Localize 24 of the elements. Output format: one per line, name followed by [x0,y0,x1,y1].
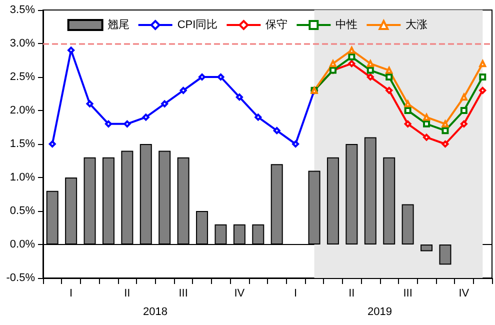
x-tick-label: I [294,288,298,300]
x-tick-label: IV [458,288,470,300]
text: 2019 [368,306,392,318]
text: 2018 [143,306,168,318]
legend-label: CPI同比 [177,18,218,31]
y-tick-label: 3.5% [10,4,36,16]
y-tick-label: 2.5% [10,71,36,83]
x-tick-label: III [178,288,188,300]
x-tick-label: II [124,288,130,300]
x-tick-label: III [403,288,412,300]
y-tick-label: 0.0% [10,238,36,250]
x-tick-label: II [348,288,355,300]
y-tick-label: 1.0% [10,172,36,184]
y-tick-label: 1.5% [10,138,36,150]
y-tick-label: 0.5% [10,205,36,217]
legend-label: 翘尾 [107,18,130,31]
y-tick-label: 2.0% [10,104,36,116]
legend-label: 中性 [336,18,358,31]
legend-label: 保守 [266,18,288,31]
legend-label: 大涨 [406,18,428,31]
y-tick-label: 3.0% [10,38,36,50]
x-tick-label: I [70,288,73,300]
x-tick-label: IV [234,288,246,300]
y-tick-label: -0.5% [6,272,36,284]
